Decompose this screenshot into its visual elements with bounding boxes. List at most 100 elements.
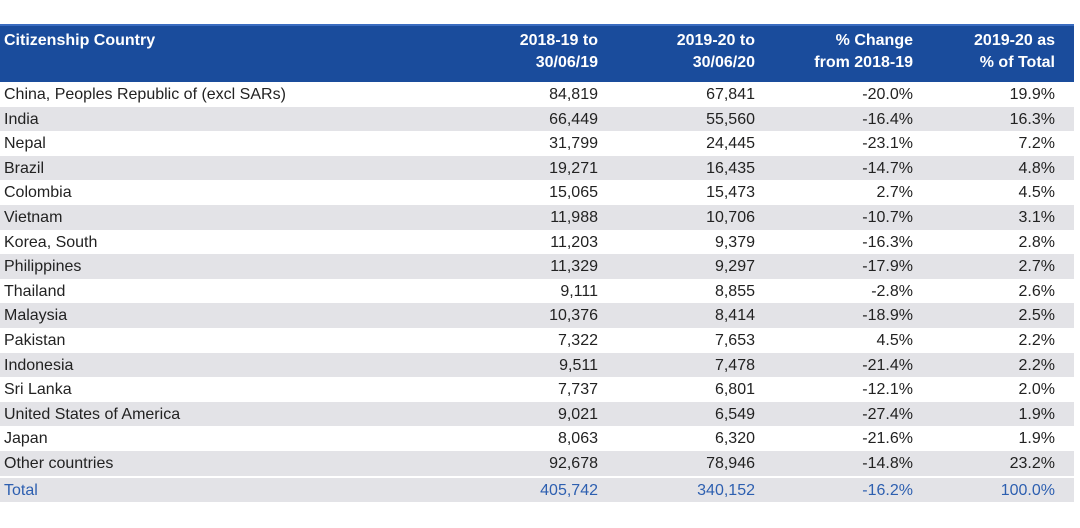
total-pct-change: -16.2%	[862, 481, 913, 499]
header-y2019-20: 2019-20 to 30/06/20	[676, 32, 755, 71]
cell-y2019-20: 55,560	[706, 110, 755, 128]
table-row: Thailand 9,111 8,855 -2.8% 2.6%	[0, 279, 1074, 304]
cell-pct-change: -21.4%	[862, 356, 913, 374]
cell-country: Korea, South	[4, 233, 98, 251]
cell-pct-change: -18.9%	[862, 307, 913, 325]
cell-pct-change: -16.3%	[862, 233, 913, 251]
table-row: Nepal 31,799 24,445 -23.1% 7.2%	[0, 131, 1074, 156]
cell-pct-total: 23.2%	[1009, 454, 1055, 472]
cell-country: Vietnam	[4, 208, 63, 226]
cell-y2018-19: 31,799	[549, 135, 598, 153]
header-pct-total: 2019-20 as % of Total	[974, 32, 1055, 71]
cell-country: Brazil	[4, 159, 45, 177]
cell-y2019-20: 9,379	[714, 233, 755, 251]
cell-country: Malaysia	[4, 307, 68, 325]
table-header: Citizenship Country 2018-19 to 30/06/19 20…	[0, 24, 1074, 82]
cell-y2018-19: 7,737	[557, 381, 598, 399]
cell-country: Sri Lanka	[4, 381, 72, 399]
cell-y2018-19: 19,271	[549, 159, 598, 177]
table-row: Brazil 19,271 16,435 -14.7% 4.8%	[0, 155, 1074, 181]
cell-y2018-19: 84,819	[549, 86, 598, 103]
cell-y2019-20: 24,445	[706, 135, 755, 153]
cell-pct-change: -17.9%	[862, 258, 913, 276]
total-y2018-19: 405,742	[540, 481, 598, 499]
cell-y2018-19: 9,111	[560, 282, 598, 300]
cell-y2019-20: 78,946	[706, 454, 755, 472]
cell-pct-total: 2.5%	[1018, 307, 1055, 325]
cell-pct-total: 1.9%	[1018, 430, 1055, 448]
cell-pct-total: 4.8%	[1018, 159, 1055, 177]
cell-y2019-20: 6,801	[714, 381, 755, 399]
cell-country: Japan	[4, 430, 48, 448]
table-row: Sri Lanka 7,737 6,801 -12.1% 2.0%	[0, 377, 1074, 402]
cell-y2019-20: 8,414	[714, 307, 755, 325]
cell-y2019-20: 15,473	[706, 184, 755, 202]
table-row: Pakistan 7,322 7,653 4.5% 2.2%	[0, 328, 1074, 353]
cell-y2019-20: 8,855	[714, 282, 755, 300]
cell-country: Other countries	[4, 454, 114, 472]
cell-y2019-20: 6,320	[714, 430, 755, 448]
cell-pct-change: 2.7%	[876, 184, 913, 202]
cell-y2018-19: 92,678	[549, 454, 598, 472]
table-row: Vietnam 11,988 10,706 -10.7% 3.1%	[0, 204, 1074, 230]
cell-y2019-20: 67,841	[706, 86, 755, 103]
header-country: Citizenship Country	[4, 32, 156, 49]
table-row: Philippines 11,329 9,297 -17.9% 2.7%	[0, 254, 1074, 279]
total-y2019-20: 340,152	[697, 481, 755, 499]
cell-y2018-19: 15,065	[549, 184, 598, 202]
table-row: China, Peoples Republic of (excl SARs) 84…	[0, 82, 1074, 107]
table-row: Other countries 92,678 78,946 -14.8% 23.2%	[0, 450, 1074, 476]
table-row: India 66,449 55,560 -16.4% 16.3%	[0, 106, 1074, 132]
cell-pct-total: 7.2%	[1018, 135, 1055, 153]
cell-country: Philippines	[4, 258, 82, 276]
table-row: Korea, South 11,203 9,379 -16.3% 2.8%	[0, 230, 1074, 255]
cell-y2019-20: 7,478	[714, 356, 755, 374]
cell-y2019-20: 6,549	[714, 405, 755, 423]
cell-y2018-19: 10,376	[549, 307, 598, 325]
cell-pct-change: -21.6%	[862, 430, 913, 448]
cell-pct-total: 3.1%	[1018, 208, 1055, 226]
total-row: Total 405,742 340,152 -16.2% 100.0%	[0, 477, 1074, 503]
table-row: Malaysia 10,376 8,414 -18.9% 2.5%	[0, 303, 1074, 328]
cell-country: Indonesia	[4, 356, 74, 374]
cell-pct-change: -14.8%	[862, 454, 913, 472]
cell-y2019-20: 9,297	[714, 258, 755, 276]
cell-pct-change: -2.8%	[871, 282, 913, 300]
table-row: Colombia 15,065 15,473 2.7% 4.5%	[0, 180, 1074, 205]
table-row: Japan 8,063 6,320 -21.6% 1.9%	[0, 426, 1074, 451]
cell-pct-change: -23.1%	[862, 135, 913, 153]
cell-pct-change: 4.5%	[876, 331, 913, 349]
cell-pct-total: 16.3%	[1009, 110, 1055, 128]
total-pct-total: 100.0%	[1000, 481, 1055, 499]
cell-pct-total: 2.7%	[1018, 258, 1055, 276]
cell-pct-change: -20.0%	[862, 86, 913, 103]
cell-pct-total: 2.2%	[1018, 331, 1055, 349]
cell-y2019-20: 16,435	[706, 159, 755, 177]
header-pct-change: % Change from 2018-19	[814, 32, 913, 71]
total-country: Total	[4, 481, 38, 499]
header-y2018-19: 2018-19 to 30/06/19	[519, 32, 598, 71]
table-row: United States of America 9,021 6,549 -27.4%…	[0, 401, 1074, 427]
cell-y2018-19: 9,021	[557, 405, 598, 423]
cell-y2019-20: 10,706	[706, 208, 755, 226]
cell-country: India	[4, 110, 39, 128]
table-row: Indonesia 9,511 7,478 -21.4% 2.2%	[0, 352, 1074, 378]
cell-country: Pakistan	[4, 331, 66, 349]
cell-pct-total: 2.0%	[1018, 381, 1055, 399]
cell-country: China, Peoples Republic of (excl SARs)	[4, 86, 286, 103]
cell-y2018-19: 66,449	[549, 110, 598, 128]
cell-pct-change: -12.1%	[862, 381, 913, 399]
cell-country: Nepal	[4, 135, 46, 153]
cell-country: Colombia	[4, 184, 72, 202]
cell-y2019-20: 7,653	[714, 331, 755, 349]
cell-y2018-19: 7,322	[557, 331, 598, 349]
citizenship-table: Citizenship Country 2018-19 to 30/06/19 20…	[0, 24, 1074, 503]
cell-y2018-19: 9,511	[559, 356, 598, 374]
cell-y2018-19: 11,329	[550, 258, 598, 276]
cell-pct-change: -27.4%	[862, 405, 913, 423]
cell-pct-total: 19.9%	[1009, 86, 1055, 103]
cell-pct-total: 4.5%	[1018, 184, 1055, 202]
cell-y2018-19: 11,203	[550, 233, 598, 251]
cell-pct-total: 2.8%	[1018, 233, 1055, 251]
cell-country: United States of America	[4, 405, 181, 423]
